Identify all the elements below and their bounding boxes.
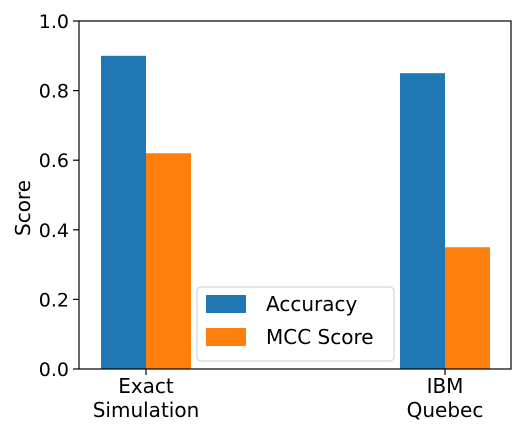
y-tick-label: 0.8 — [39, 81, 69, 103]
bar-mcc-score-1 — [445, 247, 490, 369]
x-category-label: Simulation — [93, 398, 200, 422]
legend-box — [196, 286, 395, 362]
y-axis-label: Score — [11, 180, 35, 236]
plot-frame — [78, 20, 512, 370]
bar-accuracy-0 — [101, 55, 146, 370]
legend-swatch-accuracy — [206, 295, 246, 313]
y-tick-label: 0.0 — [39, 359, 69, 381]
bar-accuracy-1 — [400, 73, 445, 369]
legend-label-mcc-score: MCC Score — [266, 325, 374, 349]
y-ticks-group: 0.0 0.2 0.4 0.6 0.8 1.0 — [39, 11, 79, 381]
legend-label-accuracy: Accuracy — [266, 292, 357, 316]
legend: Accuracy MCC Score — [196, 286, 395, 362]
y-tick-label: 0.6 — [39, 150, 69, 172]
bar-mcc-score-0 — [146, 153, 191, 369]
x-category-label: Exact — [118, 374, 174, 398]
y-tick-label: 1.0 — [39, 11, 69, 33]
x-category-label: IBM — [427, 374, 464, 398]
legend-swatch-mcc-score — [206, 328, 246, 346]
x-category-label: Quebec — [407, 398, 484, 422]
y-tick-label: 0.4 — [39, 220, 69, 242]
y-tick-label: 0.2 — [39, 289, 69, 311]
bars-group — [101, 55, 490, 370]
